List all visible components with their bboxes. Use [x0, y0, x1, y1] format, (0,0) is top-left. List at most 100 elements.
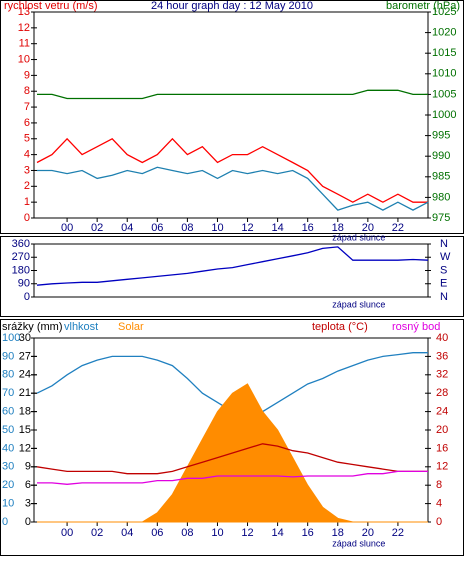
y2-tick-label: 8: [436, 479, 442, 491]
y2-tick-label: 16: [436, 442, 448, 454]
y2-tick-label: 1000: [432, 109, 456, 121]
y3-tick-label: 30: [19, 332, 31, 344]
x-tick-label: 18: [332, 527, 344, 539]
line: [37, 89, 428, 100]
chart-title: 24 hour graph day : 12 May 2010: [151, 0, 313, 12]
x-tick-label: 10: [211, 222, 223, 234]
y-tick-label: 360: [12, 238, 30, 250]
y3-tick-label: 21: [19, 387, 31, 399]
annotation: západ slunce: [332, 299, 385, 309]
y2-tick-label: 975: [432, 212, 450, 224]
y-tick-label: 30: [2, 461, 14, 473]
y2-tick-label: 995: [432, 130, 450, 142]
x-tick-label: 22: [392, 222, 404, 234]
x-tick-label: 12: [241, 527, 253, 539]
y-tick-label: 40: [2, 442, 14, 454]
annotation: západ slunce: [332, 538, 385, 548]
legend-entry: teplota (°C): [312, 321, 368, 333]
y-tick-label: 8: [24, 85, 30, 97]
y-tick-label: 1: [24, 196, 30, 208]
y-tick-label: 0: [2, 516, 8, 528]
line: [37, 166, 429, 211]
y-tick-label: 3: [24, 164, 30, 176]
x-tick-label: 14: [271, 222, 283, 234]
y-tick-label: 70: [2, 387, 14, 399]
x-tick-label: 02: [91, 527, 103, 539]
x-tick-label: 00: [61, 222, 73, 234]
x-tick-label: 16: [302, 222, 314, 234]
y3-tick-label: 18: [19, 406, 31, 418]
y-tick-label: 60: [2, 406, 14, 418]
annotation: západ slunce: [332, 232, 385, 242]
y-tick-label: 270: [12, 251, 30, 263]
y-tick-label: 50: [2, 424, 14, 436]
y-tick-label: 7: [24, 101, 30, 113]
x-tick-label: 08: [181, 527, 193, 539]
y3-tick-label: 27: [19, 350, 31, 362]
line: [36, 246, 429, 286]
y-tick-label: 12: [18, 22, 30, 34]
y2-tick-label: 40: [436, 332, 448, 344]
panel-frame: [0, 0, 464, 234]
y3-tick-label: 0: [25, 516, 31, 528]
x-tick-label: 22: [392, 527, 404, 539]
y3-axis-label: srážky (mm): [2, 321, 63, 333]
x-tick-label: 04: [121, 527, 133, 539]
y-tick-label: 20: [2, 479, 14, 491]
legend-entry: vlhkost: [64, 321, 98, 333]
y2-tick-label: 985: [432, 171, 450, 183]
x-tick-label: 08: [181, 222, 193, 234]
y2-tick-label: 1015: [432, 47, 456, 59]
x-tick-label: 02: [91, 222, 103, 234]
y3-tick-label: 6: [25, 479, 31, 491]
y-tick-label: 6: [24, 117, 30, 129]
x-tick-label: 00: [61, 527, 73, 539]
y-tick-label: 11: [19, 38, 30, 50]
y2-tick-label: E: [440, 278, 447, 290]
x-tick-label: 10: [211, 527, 223, 539]
line: [36, 137, 428, 203]
x-tick-label: 18: [332, 222, 344, 234]
line: [36, 443, 428, 475]
y2-tick-label: 4: [436, 498, 442, 510]
y2-tick-label: 1020: [432, 27, 456, 39]
y-tick-label: 180: [12, 264, 30, 276]
y3-tick-label: 3: [25, 498, 31, 510]
y-tick-label: 100: [2, 332, 20, 344]
y-tick-label: 9: [24, 69, 30, 81]
y-tick-label: 90: [18, 278, 30, 290]
y3-tick-label: 12: [19, 442, 31, 454]
line: [37, 470, 428, 485]
x-tick-label: 20: [362, 527, 374, 539]
y2-tick-label: 1005: [432, 88, 456, 100]
y3-tick-label: 24: [19, 369, 31, 381]
x-tick-label: 20: [362, 222, 374, 234]
y2-tick-label: 1010: [432, 68, 456, 80]
legend-entry: rosný bod: [392, 321, 440, 333]
y-tick-label: 0: [24, 291, 30, 303]
x-tick-label: 16: [302, 527, 314, 539]
y-tick-label: 80: [2, 369, 14, 381]
y2-tick-label: 980: [432, 191, 450, 203]
y-tick-label: 10: [2, 498, 14, 510]
x-tick-label: 14: [271, 527, 283, 539]
x-tick-label: 12: [241, 222, 253, 234]
y3-tick-label: 9: [25, 461, 31, 473]
y-tick-label: 90: [2, 350, 14, 362]
y2-tick-label: N: [440, 238, 448, 250]
y2-tick-label: 0: [436, 516, 442, 528]
x-tick-label: 04: [121, 222, 133, 234]
panel-frame: [0, 236, 464, 317]
y2-tick-label: N: [440, 291, 448, 303]
legend-entry: Solar: [118, 321, 144, 333]
y2-tick-label: 1025: [432, 6, 456, 18]
y2-tick-label: W: [440, 251, 451, 263]
y2-tick-label: S: [440, 264, 447, 276]
y2-tick-label: 32: [436, 369, 448, 381]
y-tick-label: 5: [24, 133, 30, 145]
y-tick-label: 13: [18, 6, 30, 18]
y2-tick-label: 36: [436, 350, 448, 362]
y2-tick-label: 990: [432, 150, 450, 162]
